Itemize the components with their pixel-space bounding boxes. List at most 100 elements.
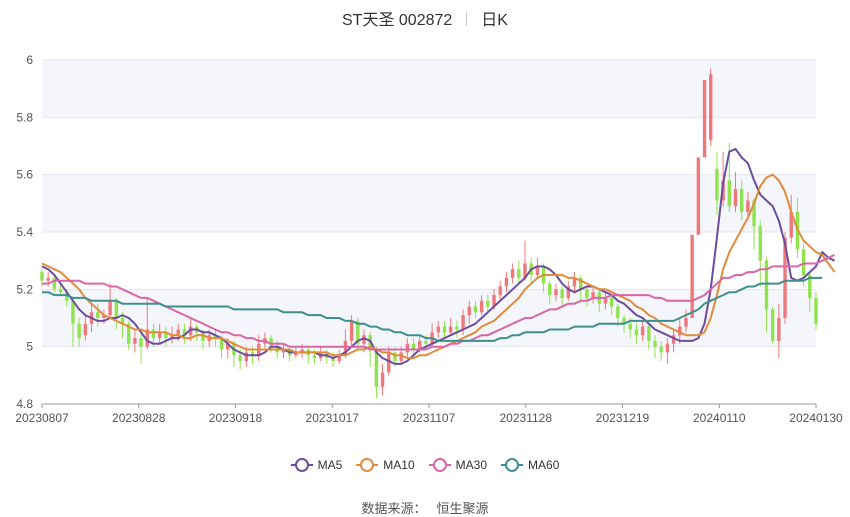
candle-body — [808, 275, 812, 298]
candle-body — [300, 349, 304, 353]
period-label: 日K — [481, 12, 508, 29]
candle-body — [665, 343, 670, 353]
ma60-line — [42, 276, 823, 342]
grid-band — [42, 60, 816, 118]
candle-body — [226, 343, 230, 350]
candle-body — [151, 329, 156, 339]
candle-body — [343, 340, 348, 356]
x-axis: 20230807 20230828 20230918 20231017 20231107… — [15, 403, 843, 425]
grid-band — [42, 174, 816, 232]
candle-body — [554, 289, 558, 296]
candle-body — [455, 326, 459, 330]
candle-body — [281, 349, 286, 353]
candle-body — [479, 300, 484, 313]
candle-body — [349, 320, 354, 341]
ma10-line — [41, 173, 836, 360]
candle-body — [120, 318, 125, 324]
candle-body — [219, 338, 224, 350]
candle-body — [405, 343, 410, 353]
x-tick-label: 20231128 — [500, 411, 553, 425]
legend-label: MA10 — [383, 458, 415, 472]
x-tick-label: 20231017 — [306, 411, 360, 425]
legend-item-ma30[interactable]: MA30 — [428, 458, 488, 472]
candle-body — [789, 211, 793, 238]
candle-body — [690, 234, 694, 318]
candle-body — [102, 315, 106, 318]
candle-body — [733, 189, 738, 207]
legend-item-ma5[interactable]: MA5 — [290, 458, 343, 472]
source-label: 数据来源： — [361, 501, 427, 516]
candle-body — [213, 335, 218, 339]
candle-body — [65, 292, 69, 301]
candle-body — [572, 277, 577, 287]
candle-body — [58, 289, 63, 293]
candle-body — [133, 338, 137, 344]
candle-body — [603, 297, 608, 304]
candle-body — [814, 297, 818, 324]
y-tick-label: 5.4 — [16, 225, 33, 239]
legend-item-ma60[interactable]: MA60 — [501, 458, 559, 472]
legend-marker — [428, 458, 451, 472]
candle-body — [609, 297, 614, 307]
candle-body — [170, 335, 174, 339]
legend-marker — [356, 458, 379, 472]
candle-body — [727, 180, 732, 207]
candle-body — [498, 286, 502, 296]
candle-body — [560, 289, 564, 298]
candle-body — [182, 329, 187, 336]
stock-name: ST天圣 002872 — [342, 12, 453, 29]
candle-body — [523, 263, 527, 278]
candle-body — [374, 349, 379, 387]
candle-body — [40, 272, 44, 281]
x-tick-label: 20230807 — [15, 411, 69, 425]
legend-item-ma10[interactable]: MA10 — [356, 458, 415, 472]
candle-body — [393, 352, 397, 361]
candle-body — [671, 335, 676, 344]
candle-body — [362, 335, 366, 344]
candle-body — [387, 352, 391, 373]
candle-body — [684, 318, 688, 327]
candle-body — [678, 326, 682, 336]
candle-body — [77, 323, 81, 339]
candle-body — [758, 226, 762, 261]
candle-body — [467, 306, 471, 316]
candle-body — [418, 340, 422, 350]
candle-body — [380, 372, 385, 387]
candle-body — [777, 318, 781, 341]
candle-body — [424, 340, 428, 344]
candle-body — [591, 292, 595, 298]
legend-label: MA5 — [317, 458, 343, 472]
candle-body — [566, 286, 571, 298]
candle-body — [244, 352, 249, 361]
candle-body — [473, 306, 478, 313]
x-tick-label: 20231107 — [403, 411, 456, 425]
title-separator — [466, 12, 468, 26]
candle-body — [739, 189, 744, 212]
candle-body — [486, 300, 490, 307]
candle-body — [52, 277, 57, 290]
x-tick-label: 20231219 — [596, 411, 650, 425]
candle-body — [702, 80, 707, 158]
candle-body — [746, 200, 750, 212]
candle-body — [622, 318, 626, 324]
y-axis: 4.8 5 5.2 5.4 5.6 5.8 6 — [16, 53, 33, 411]
candle-body — [201, 332, 205, 341]
candle-body — [83, 323, 88, 336]
legend-label: MA30 — [455, 458, 488, 472]
x-tick-label: 20230918 — [209, 411, 263, 425]
candle-body — [764, 260, 769, 310]
y-tick-label: 5.8 — [16, 110, 33, 124]
chart-title: ST天圣 002872 日K — [0, 6, 850, 30]
moving-average-lines — [41, 147, 836, 365]
candle-body — [783, 237, 787, 318]
candle-body — [145, 329, 149, 347]
candle-body — [176, 329, 180, 336]
candle-body — [139, 338, 143, 347]
candle-body — [752, 200, 756, 227]
candle-body — [640, 326, 645, 336]
x-tick-label: 20230828 — [112, 411, 166, 425]
candle-body — [535, 266, 540, 275]
candle-body — [696, 157, 701, 235]
candle-body — [709, 74, 713, 141]
